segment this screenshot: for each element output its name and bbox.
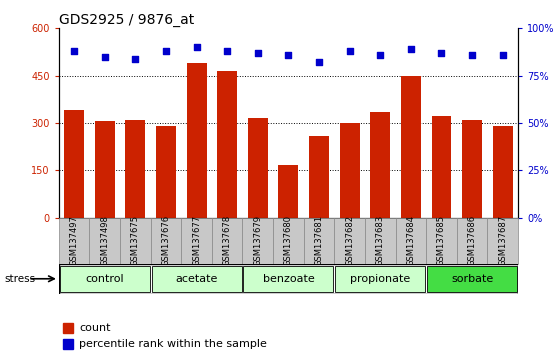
Text: GSM137676: GSM137676 (161, 215, 170, 266)
Bar (63, 339, 73, 349)
Bar (395, 218, 426, 264)
Text: GSM137687: GSM137687 (498, 215, 507, 266)
Point (192, 45, 201, 50)
Bar (156, 126, 176, 218)
Bar (335, 266, 425, 292)
Bar (60, 266, 150, 292)
Bar (90, 218, 120, 264)
Bar (426, 218, 457, 264)
Bar (370, 112, 390, 218)
Point (131, 56, 140, 62)
Bar (151, 218, 181, 264)
Text: stress: stress (4, 274, 36, 284)
Bar (334, 218, 365, 264)
Text: GSM137684: GSM137684 (407, 215, 416, 266)
Bar (217, 71, 237, 218)
Point (376, 52, 385, 58)
Bar (212, 218, 242, 264)
Bar (493, 126, 512, 218)
Bar (340, 123, 360, 218)
Point (69, 48, 78, 54)
Bar (120, 218, 151, 264)
Point (468, 52, 477, 58)
Point (345, 48, 354, 54)
Bar (487, 218, 518, 264)
Bar (125, 120, 145, 218)
Text: percentile rank within the sample: percentile rank within the sample (79, 339, 267, 349)
Bar (242, 218, 273, 264)
Text: GSM137680: GSM137680 (284, 215, 293, 266)
Bar (152, 266, 241, 292)
Bar (95, 121, 115, 218)
Text: GDS2925 / 9876_at: GDS2925 / 9876_at (59, 13, 194, 27)
Bar (64, 110, 84, 218)
Text: GSM137681: GSM137681 (315, 215, 324, 266)
Bar (273, 218, 304, 264)
Text: GSM137677: GSM137677 (192, 215, 201, 266)
Bar (309, 136, 329, 218)
Bar (427, 266, 517, 292)
Bar (181, 218, 212, 264)
Point (253, 50, 262, 56)
Text: control: control (86, 274, 124, 284)
Bar (432, 116, 451, 218)
Text: GSM137686: GSM137686 (468, 215, 477, 266)
Point (315, 59, 324, 65)
Text: GSM137675: GSM137675 (131, 215, 140, 266)
Bar (244, 266, 333, 292)
Bar (59, 218, 90, 264)
Text: GSM137679: GSM137679 (253, 215, 262, 266)
Text: acetate: acetate (175, 274, 218, 284)
Text: GSM137497: GSM137497 (69, 215, 78, 266)
Text: propionate: propionate (350, 274, 410, 284)
Text: GSM137683: GSM137683 (376, 215, 385, 266)
Bar (186, 63, 207, 218)
Point (161, 48, 170, 54)
Bar (462, 120, 482, 218)
Text: GSM137682: GSM137682 (345, 215, 354, 266)
Text: count: count (79, 323, 110, 333)
Point (223, 48, 232, 54)
Text: benzoate: benzoate (263, 274, 314, 284)
Bar (248, 118, 268, 218)
Bar (278, 165, 298, 218)
Text: GSM137685: GSM137685 (437, 215, 446, 266)
Point (498, 52, 507, 58)
Point (100, 54, 109, 59)
Bar (401, 76, 421, 218)
Bar (365, 218, 395, 264)
Text: sorbate: sorbate (451, 274, 493, 284)
Point (437, 50, 446, 56)
Point (284, 52, 293, 58)
Text: GSM137678: GSM137678 (223, 215, 232, 266)
Point (407, 46, 416, 52)
Bar (457, 218, 487, 264)
Text: GSM137498: GSM137498 (100, 215, 109, 266)
Bar (304, 218, 334, 264)
Bar (63, 323, 73, 333)
